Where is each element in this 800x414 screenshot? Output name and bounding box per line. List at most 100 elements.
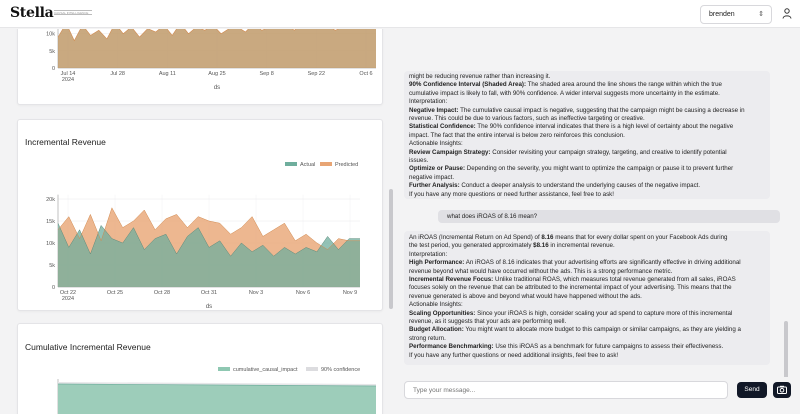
message-text: cumulative impact is likely to fall, wit… xyxy=(409,89,720,97)
assistant-message: An iROAS (Incremental Return on Ad Spend… xyxy=(404,231,770,365)
x-tick-label-year: 2024 xyxy=(62,296,74,302)
message-line: impact. The fact that the entire interva… xyxy=(409,132,770,140)
message-text: revenue. This could be due to various fa… xyxy=(409,115,645,123)
message-text: Actionable Insights: xyxy=(409,140,463,148)
message-text: If you have any more questions or need f… xyxy=(409,190,614,198)
message-text: An iROAS (Incremental Return on Ad Spend… xyxy=(409,234,542,241)
series-line-predicted xyxy=(57,207,360,250)
scrollbar[interactable] xyxy=(389,189,393,309)
scrollbar[interactable] xyxy=(784,321,788,377)
send-button[interactable]: Send xyxy=(737,382,767,398)
message-bold-text: 90% Confidence Interval (Shaded Area): xyxy=(409,81,527,89)
message-line: Further Analysis: Conduct a deeper analy… xyxy=(409,182,770,190)
x-tick-label: Sep 22 xyxy=(308,71,325,77)
message-line: High Performance: An iROAS of 8.16 indic… xyxy=(409,259,770,267)
user-icon[interactable] xyxy=(782,8,792,19)
message-bold-text: Further Analysis: xyxy=(409,182,460,190)
message-text: Use this iROAS as a benchmark for future… xyxy=(493,343,724,351)
message-bold-text: Statistical Confidence: xyxy=(409,123,476,131)
message-line: Negative Impact: The cumulative causal i… xyxy=(409,107,770,115)
x-tick-label: Nov 6 xyxy=(296,290,310,296)
message-line: 90% Confidence Interval (Shaded Area): T… xyxy=(409,81,770,89)
legend-swatch-cumulative xyxy=(218,367,230,371)
camera-button[interactable] xyxy=(773,382,791,398)
message-line: Budget Allocation: You might want to all… xyxy=(409,326,770,334)
message-line: issues. xyxy=(409,157,770,165)
camera-icon xyxy=(777,385,787,394)
y-tick-label: 0 xyxy=(52,66,55,72)
message-line: Optimize or Pause: Depending on the seve… xyxy=(409,165,770,173)
chat-panel: might be reducing revenue rather than in… xyxy=(398,29,800,414)
chart-title: Cumulative Incremental Revenue xyxy=(25,342,151,352)
message-text: Since your iROAS is high, consider scali… xyxy=(475,309,733,317)
message-text: negative impact. xyxy=(409,173,455,181)
series-area xyxy=(58,29,376,68)
message-text: Interpretation: xyxy=(409,250,448,258)
legend-label-actual: Actual xyxy=(300,162,315,168)
message-line: focuses solely on the revenue that can b… xyxy=(409,284,770,292)
message-line: revenue beyond what would have occurred … xyxy=(409,268,770,276)
message-line: Interpretation: xyxy=(409,98,770,106)
message-text: Conduct a deeper analysis to understand … xyxy=(459,182,701,190)
message-text: in incremental revenue. xyxy=(548,242,615,250)
x-tick-label: Oct 31 xyxy=(201,290,217,296)
message-bold-text: Budget Allocation: xyxy=(409,326,464,334)
message-text: revenue, as it suggests that your ads ar… xyxy=(409,318,567,326)
series-line xyxy=(57,29,340,42)
message-text: Interpretation: xyxy=(409,98,448,106)
message-text: the test period, you generated approxima… xyxy=(409,242,534,250)
message-bold-text: 8.16 xyxy=(541,234,554,241)
message-line: revenue. This could be due to various fa… xyxy=(409,115,770,123)
message-line: negative impact. xyxy=(409,174,770,182)
chevron-updown-icon: ⇕ xyxy=(758,11,764,18)
y-tick-label: 5k xyxy=(49,49,55,55)
x-tick-label: Jul 14 xyxy=(61,71,76,77)
message-line: Performance Benchmarking: Use this iROAS… xyxy=(409,343,770,351)
user-select[interactable]: brenden ⇕ xyxy=(700,5,772,24)
x-tick-label: Oct 25 xyxy=(107,290,123,296)
x-tick-label: Aug 25 xyxy=(208,71,225,77)
chat-history[interactable]: might be reducing revenue rather than in… xyxy=(398,29,790,377)
x-tick-label: Sep 8 xyxy=(259,71,273,77)
message-bold-text: High Performance: xyxy=(409,259,465,267)
message-line: strong return. xyxy=(409,335,770,343)
message-text: strong return. xyxy=(409,334,446,342)
logo: Stella xyxy=(10,5,54,21)
cumulative-revenue-chart: cumulative_causal_impact 90% confidence xyxy=(57,367,377,414)
message-line: revenue, as it suggests that your ads ar… xyxy=(409,318,770,326)
legend-swatch-actual xyxy=(285,162,297,166)
x-axis-label: ds xyxy=(214,85,220,91)
message-line: If you have any more questions or need f… xyxy=(409,191,770,199)
message-input[interactable] xyxy=(404,381,728,399)
message-bold-text: Optimize or Pause: xyxy=(409,165,466,173)
message-line: cumulative impact is likely to fall, wit… xyxy=(409,90,770,98)
message-text: focuses solely on the revenue that can b… xyxy=(409,284,732,292)
y-tick-label: 20k xyxy=(46,197,55,203)
x-tick-label: Oct 28 xyxy=(154,290,170,296)
message-line: Actionable Insights: xyxy=(409,140,770,148)
message-text: Depending on the severity, you might wan… xyxy=(465,165,734,173)
message-line: Actionable Insights: xyxy=(409,301,770,309)
x-axis-label: ds xyxy=(206,304,212,310)
message-line: Interpretation: xyxy=(409,251,770,259)
legend-label-cumulative: cumulative_causal_impact xyxy=(233,367,298,373)
message-bold-text: Incremental Revenue Focus: xyxy=(409,276,494,284)
message-text: You might want to allocate more budget t… xyxy=(463,326,741,334)
message-text: revenue generated is above and beyond wh… xyxy=(409,292,642,300)
message-text: Unlike traditional ROAS, which measures … xyxy=(493,276,736,284)
series-area-actual xyxy=(58,223,360,287)
message-text: The 90% confidence interval indicates th… xyxy=(475,123,734,131)
message-text: means that for every dollar spent on you… xyxy=(553,234,728,241)
x-tick-label: Nov 3 xyxy=(249,290,263,296)
message-text: An iROAS of 8.16 indicates that your adv… xyxy=(464,259,741,267)
message-text: Actionable Insights: xyxy=(409,301,463,309)
x-tick-label: Jul 28 xyxy=(110,71,125,77)
x-tick-label: Oct 6 xyxy=(359,71,372,77)
y-tick-label: 0 xyxy=(52,285,55,291)
series-line-actual xyxy=(57,223,360,257)
y-tick-label: 15k xyxy=(46,219,55,225)
message-text: The cumulative causal impact is negative… xyxy=(458,106,745,114)
message-text: If you have any further questions or nee… xyxy=(409,351,619,359)
